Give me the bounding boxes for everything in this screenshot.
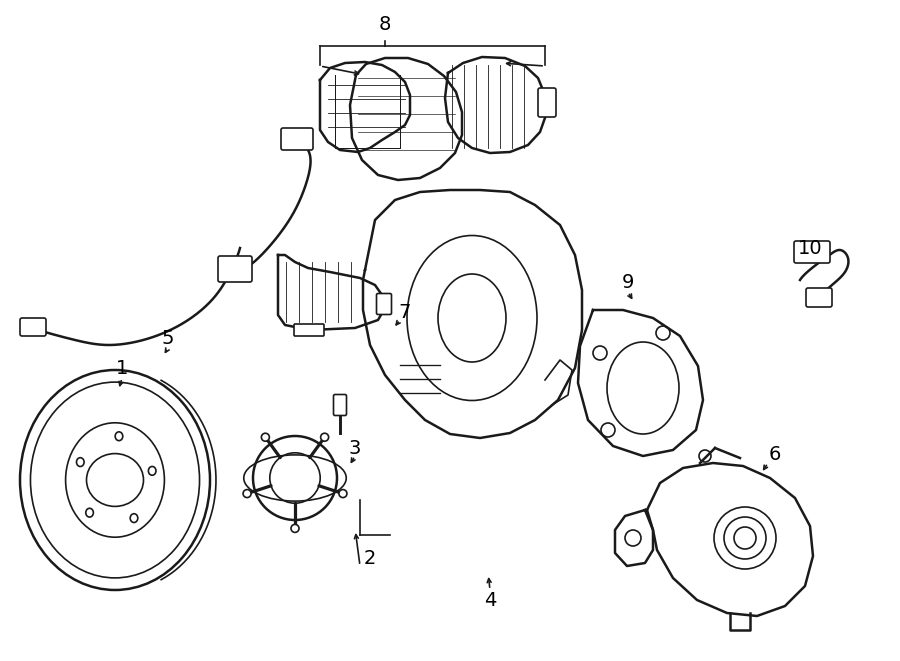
Ellipse shape xyxy=(339,490,346,498)
Ellipse shape xyxy=(320,433,328,442)
FancyBboxPatch shape xyxy=(794,241,830,263)
Text: 9: 9 xyxy=(622,272,634,292)
Text: 2: 2 xyxy=(364,549,376,568)
Text: 6: 6 xyxy=(769,446,781,465)
FancyBboxPatch shape xyxy=(376,293,392,315)
Text: 8: 8 xyxy=(379,15,392,34)
FancyBboxPatch shape xyxy=(538,88,556,117)
Text: 4: 4 xyxy=(484,590,496,609)
Text: 5: 5 xyxy=(162,329,175,348)
Text: 7: 7 xyxy=(399,303,411,321)
Ellipse shape xyxy=(261,433,269,442)
FancyBboxPatch shape xyxy=(281,128,313,150)
Text: 10: 10 xyxy=(797,239,823,258)
FancyBboxPatch shape xyxy=(294,324,324,336)
Text: 3: 3 xyxy=(349,438,361,457)
FancyBboxPatch shape xyxy=(334,395,346,416)
FancyBboxPatch shape xyxy=(20,318,46,336)
FancyBboxPatch shape xyxy=(806,288,832,307)
FancyBboxPatch shape xyxy=(218,256,252,282)
Ellipse shape xyxy=(291,524,299,532)
Ellipse shape xyxy=(243,490,251,498)
Text: 1: 1 xyxy=(116,358,128,377)
